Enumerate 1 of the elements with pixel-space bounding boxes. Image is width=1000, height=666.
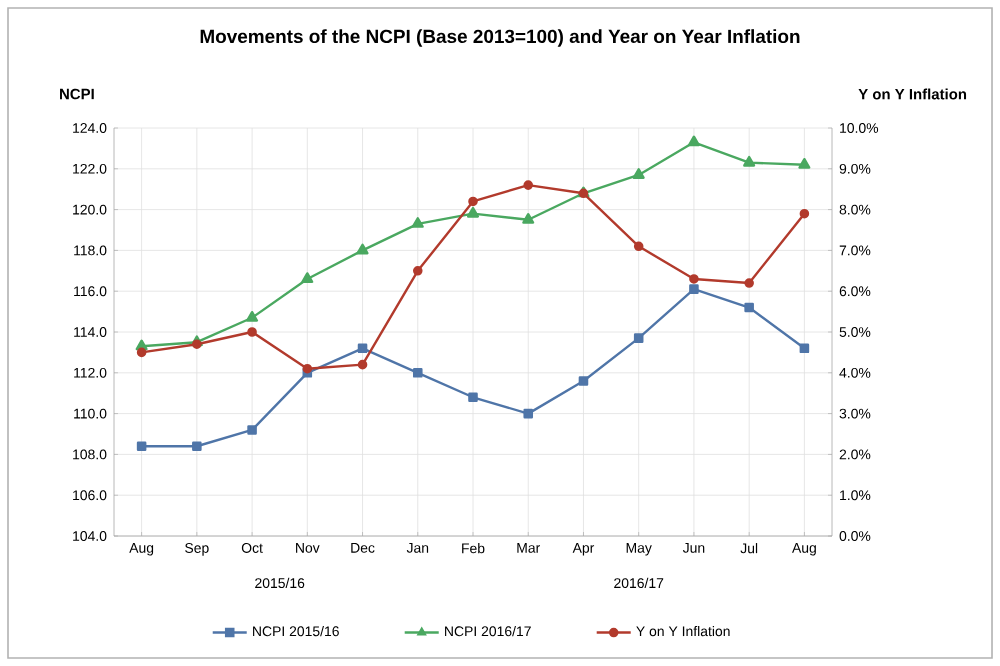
chart-title: Movements of the NCPI (Base 2013=100) and Year on Year Inflation (200, 29, 800, 47)
